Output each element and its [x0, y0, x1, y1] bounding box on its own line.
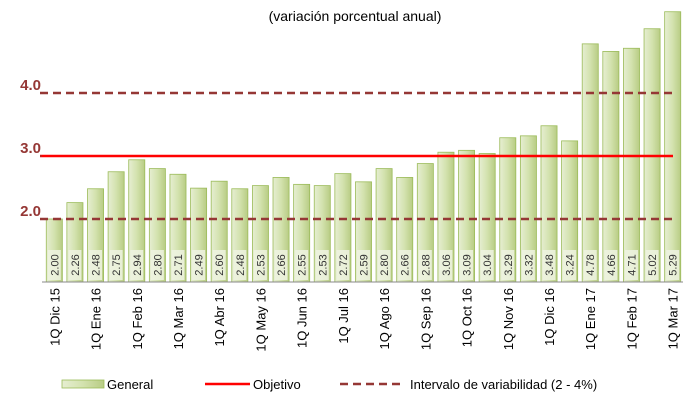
x-tick-label: 1Q Ago 16: [377, 288, 392, 349]
x-tick-label: 1Q May 16: [253, 288, 268, 352]
value-label-box: [604, 250, 618, 280]
value-label: 2.00: [49, 254, 61, 275]
value-label: 3.32: [523, 254, 535, 275]
x-tick-label: 1Q Oct 16: [460, 288, 475, 347]
value-label-box: [398, 250, 412, 280]
value-label: 2.48: [235, 254, 247, 275]
value-label: 3.06: [441, 254, 453, 275]
value-label: 2.60: [214, 254, 226, 275]
value-label: 3.29: [503, 254, 515, 275]
x-tick-label: 1Q Dic 16: [542, 288, 557, 346]
value-label: 5.29: [668, 254, 680, 275]
x-tick-label: 1Q Abr 16: [212, 288, 227, 347]
value-label: 3.24: [565, 254, 577, 275]
value-label: 2.72: [338, 254, 350, 275]
x-tick-label: 1Q Jun 16: [295, 288, 310, 348]
value-label: 2.26: [70, 254, 82, 275]
value-label: 2.88: [420, 254, 432, 275]
bar: [602, 51, 620, 283]
x-tick-label: 1Q Nov 16: [501, 288, 516, 350]
value-label-box: [583, 250, 597, 280]
x-tick-label: 1Q Mar 16: [171, 288, 186, 349]
value-label-box: [563, 250, 577, 280]
value-label: 4.78: [585, 254, 597, 275]
value-label: 2.66: [276, 254, 288, 275]
value-label-box: [89, 250, 103, 280]
value-label-box: [192, 250, 206, 280]
value-label: 2.80: [379, 254, 391, 275]
value-label: 2.53: [255, 254, 267, 275]
value-label: 2.71: [173, 254, 185, 275]
value-label-box: [336, 250, 350, 280]
value-label-box: [68, 250, 82, 280]
value-label-box: [150, 250, 164, 280]
value-label-box: [315, 250, 329, 280]
x-tick-label: 1Q Dic 15: [47, 288, 62, 346]
value-label: 2.66: [400, 254, 412, 275]
value-label: 2.48: [91, 254, 103, 275]
value-label: 2.75: [111, 254, 123, 275]
value-label: 4.71: [626, 254, 638, 275]
bar: [623, 47, 640, 283]
value-label-box: [666, 250, 680, 280]
value-label-box: [439, 250, 453, 280]
value-label-box: [418, 250, 432, 280]
y-tick-label: 2.0: [20, 203, 41, 220]
value-label: 3.48: [544, 254, 556, 275]
chart-title: (variación porcentual anual): [269, 8, 442, 24]
value-label: 2.49: [194, 254, 206, 275]
value-label-box: [501, 250, 515, 280]
bar: [664, 11, 682, 283]
value-label-box: [109, 250, 123, 280]
x-tick-label: 1Q Sep 16: [418, 288, 433, 350]
value-label-box: [212, 250, 226, 280]
x-tick-label: 1Q Mar 17: [666, 288, 681, 349]
value-label-box: [521, 250, 535, 280]
value-label-box: [645, 250, 659, 280]
value-label-box: [377, 250, 391, 280]
x-tick-label: 1Q Ene 17: [583, 288, 598, 350]
value-label-box: [357, 250, 370, 280]
value-label: 5.02: [647, 254, 659, 275]
value-label: 2.94: [132, 254, 144, 275]
value-label: 2.53: [317, 254, 329, 275]
legend-label: Objetivo: [253, 377, 301, 392]
value-label: 3.09: [462, 254, 474, 275]
value-label: 4.66: [606, 254, 618, 275]
value-label: 2.55: [297, 254, 309, 275]
x-tick-label: 1Q Jul 16: [336, 288, 351, 344]
value-label: 3.04: [482, 254, 494, 275]
legend-label: Intervalo de variabilidad (2 - 4%): [410, 377, 597, 392]
x-tick-label: 1Q Ene 16: [89, 288, 104, 350]
value-label-box: [480, 250, 494, 280]
value-label-box: [542, 250, 556, 280]
value-label-box: [253, 250, 267, 280]
value-label-box: [233, 250, 247, 280]
value-label: 2.59: [359, 254, 371, 275]
y-tick-label: 4.0: [20, 77, 41, 94]
value-label-box: [130, 250, 144, 280]
bar: [581, 43, 599, 283]
value-label-box: [274, 250, 288, 280]
value-label-box: [624, 250, 638, 280]
legend-label: General: [107, 377, 153, 392]
y-tick-label: 3.0: [20, 140, 41, 157]
value-label-box: [460, 250, 474, 280]
x-tick-label: 1Q Feb 17: [624, 288, 639, 349]
value-label: 2.80: [152, 254, 164, 275]
value-label-box: [295, 250, 309, 280]
value-label-box: [171, 250, 185, 280]
legend-swatch: [61, 379, 105, 389]
x-tick-label: 1Q Feb 16: [130, 288, 145, 349]
value-label-box: [47, 250, 61, 280]
